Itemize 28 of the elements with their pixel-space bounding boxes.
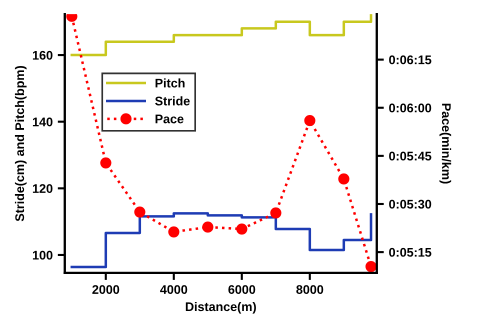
legend-label: Pitch — [156, 78, 185, 88]
point — [304, 115, 316, 126]
y2-axis-title: Pace(min/km) — [439, 104, 452, 184]
point — [202, 222, 214, 233]
y-axis-title: Stride(cm) and Pitch(bpm) — [14, 66, 27, 222]
x-tick-label: 4000 — [160, 285, 188, 294]
point — [365, 260, 377, 272]
x-tick-label: 8000 — [296, 285, 324, 294]
point — [236, 223, 248, 235]
point — [270, 207, 282, 219]
y2-tick-label: 0:05:30 — [389, 200, 432, 209]
y2-tick-label: 0:05:45 — [389, 152, 432, 161]
y-tick-label: 120 — [32, 184, 52, 193]
y2-tick-label: 0:05:15 — [389, 248, 432, 257]
point — [100, 157, 112, 168]
y-tick-label: 140 — [32, 118, 52, 126]
point — [168, 226, 180, 238]
point — [338, 173, 350, 185]
point — [134, 206, 146, 218]
y2-tick-label: 0:06:00 — [389, 104, 432, 112]
legend-label: Pace — [156, 114, 184, 124]
y-tick-label: 100 — [32, 250, 52, 260]
x-tick-label: 6000 — [228, 285, 256, 294]
x-axis-title: Distance(m) — [186, 302, 256, 314]
y2-tick-label: 0:06:15 — [389, 55, 432, 64]
legend-label: Stride — [155, 96, 190, 106]
y-tick-label: 160 — [32, 50, 52, 60]
x-tick-label: 2000 — [92, 285, 120, 294]
